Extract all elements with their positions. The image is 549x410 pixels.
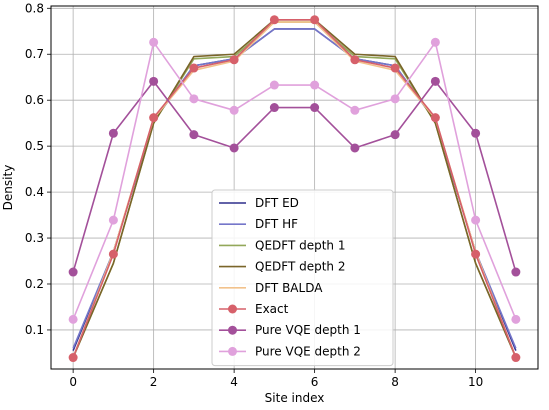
x-axis-label: Site index (265, 391, 325, 405)
legend-label: DFT BALDA (255, 281, 323, 295)
data-point (189, 130, 199, 140)
series-6 (68, 76, 521, 277)
series-line (72, 18, 517, 358)
y-tick-label: 0.7 (25, 47, 44, 61)
data-point (269, 103, 279, 113)
x-tick-label: 6 (311, 375, 319, 389)
legend-label: Pure VQE depth 2 (255, 344, 361, 358)
data-point (189, 63, 199, 73)
data-point (269, 15, 279, 25)
legend-item: DFT BALDA (219, 281, 323, 295)
series-line (72, 80, 517, 273)
data-point (430, 37, 440, 47)
data-point (350, 55, 360, 65)
series-line (72, 41, 517, 320)
legend-marker (228, 304, 237, 314)
series-lines (68, 15, 521, 363)
data-point (310, 80, 320, 90)
y-tick-label: 0.5 (25, 139, 44, 153)
x-tick-label: 0 (69, 375, 77, 389)
data-point (310, 15, 320, 25)
legend-label: QEDFT depth 2 (255, 260, 345, 274)
legend-label: Pure VQE depth 1 (255, 323, 361, 337)
y-tick-label: 0.2 (25, 277, 44, 291)
legend-label: DFT ED (255, 196, 299, 210)
legend-marker (228, 346, 237, 356)
grid (51, 6, 538, 369)
legend-box (211, 189, 394, 367)
data-point (390, 130, 400, 140)
data-point (511, 267, 521, 277)
data-point (430, 113, 440, 123)
data-point (350, 105, 360, 115)
series-7 (68, 37, 521, 324)
legend-item: Pure VQE depth 2 (219, 344, 361, 358)
data-point (68, 353, 78, 363)
data-point (471, 215, 481, 225)
legend: DFT ED DFT HF QEDFT depth 1 QEDFT depth 2 DF… (211, 189, 394, 367)
series-5 (68, 15, 521, 363)
data-point (511, 353, 521, 363)
data-point (68, 267, 78, 277)
legend-item: QEDFT depth 1 (219, 238, 345, 252)
legend-item: QEDFT depth 2 (219, 260, 345, 274)
plot-frame (50, 5, 539, 370)
data-point (189, 94, 199, 104)
data-point (430, 76, 440, 86)
legend-label: DFT HF (255, 217, 298, 231)
data-point (149, 76, 159, 86)
y-tick-label: 0.6 (25, 93, 44, 107)
data-point (229, 105, 239, 115)
y-tick-label: 0.4 (25, 185, 44, 199)
data-point (269, 80, 279, 90)
data-point (471, 128, 481, 138)
legend-marker (228, 325, 237, 335)
legend-item: DFT ED (219, 196, 299, 210)
data-point (350, 143, 360, 153)
x-tick-label: 2 (150, 375, 158, 389)
y-tick-label: 0.1 (25, 323, 44, 337)
legend-item: DFT HF (219, 217, 298, 231)
x-tick-label: 10 (468, 375, 483, 389)
data-point (149, 37, 159, 47)
data-point (108, 215, 118, 225)
data-point (149, 113, 159, 123)
y-tick-label: 0.8 (25, 1, 44, 15)
legend-item: Pure VQE depth 1 (219, 323, 361, 337)
data-point (390, 94, 400, 104)
data-point (511, 314, 521, 324)
legend-label: QEDFT depth 1 (255, 238, 345, 252)
legend-label: Exact (255, 302, 289, 316)
data-point (229, 55, 239, 65)
data-point (229, 143, 239, 153)
data-point (108, 249, 118, 259)
data-point (68, 314, 78, 324)
data-point (310, 103, 320, 113)
axis-ticks: 0 2 4 6 8 10 0.1 0.2 0.3 0.4 0.5 0.6 0.7 0.8 (25, 1, 483, 389)
legend-item: Exact (219, 302, 289, 316)
x-tick-label: 4 (230, 375, 238, 389)
y-axis-label: Density (1, 165, 15, 211)
data-point (108, 128, 118, 138)
y-tick-label: 0.3 (25, 231, 44, 245)
data-point (390, 63, 400, 73)
x-tick-label: 8 (391, 375, 399, 389)
data-point (471, 249, 481, 259)
